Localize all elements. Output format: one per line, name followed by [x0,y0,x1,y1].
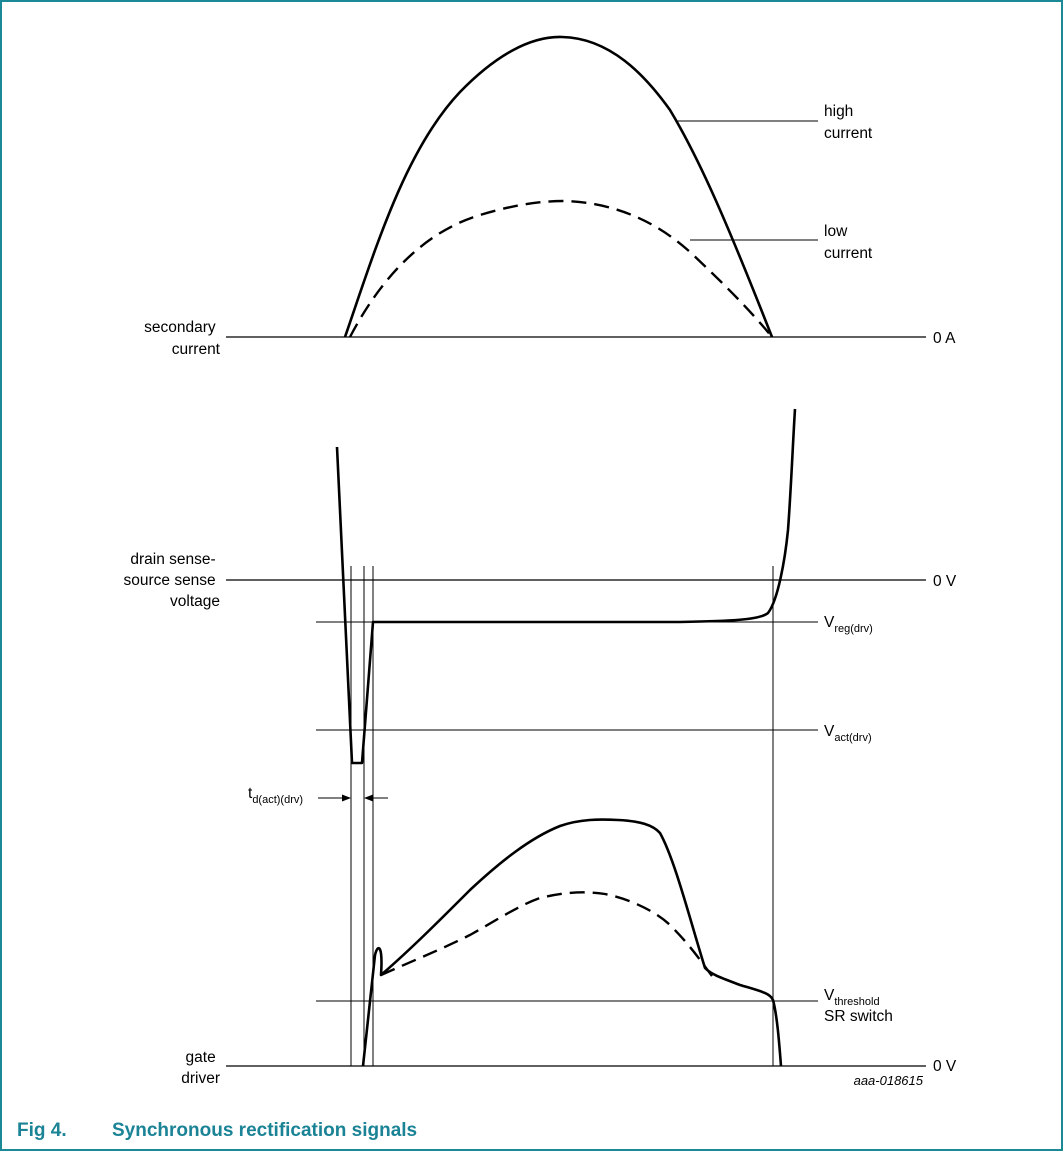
drain-source-label: drain sense- source sense voltage [123,551,220,610]
td-arrow-left-head [342,794,351,802]
zero-volt-label-1: 0 V [933,573,957,590]
secondary-current-label: secondary current [144,319,221,358]
low-current-curve [348,199,773,338]
drain-source-section: drain sense- source sense voltage 0 V Vr… [123,408,957,1066]
secondary-current-section: secondary current high current low curre… [144,35,956,358]
caption-title: Synchronous rectification signals [112,1120,417,1141]
vthreshold-label: Vthreshold [824,987,880,1008]
low-current-label: low current [824,223,873,262]
gate-driver-section: gate driver 0 V Vthreshold SR switch aaa… [181,818,957,1088]
drain-source-waveform [335,408,797,765]
td-label: td(act)(drv) [248,785,303,806]
vreg-label: Vreg(drv) [824,614,873,635]
zero-amp-label: 0 A [933,330,956,347]
high-current-label: high current [824,103,873,142]
zero-volt-label-2: 0 V [933,1058,957,1075]
gate-high-current-waveform [361,818,783,1067]
caption-number: Fig 4. [17,1120,67,1141]
figure-code: aaa-018615 [854,1073,924,1088]
high-current-curve [343,35,774,338]
gate-driver-label: gate driver [181,1049,220,1087]
vthreshold-label-line2: SR switch [824,1008,893,1025]
vact-label: Vact(drv) [824,723,872,744]
td-arrow-right-head [364,794,373,802]
figure-caption: Fig 4. Synchronous rectification signals [17,1120,417,1141]
td-dimension: td(act)(drv) [248,785,388,806]
gate-low-current-waveform [380,891,713,977]
